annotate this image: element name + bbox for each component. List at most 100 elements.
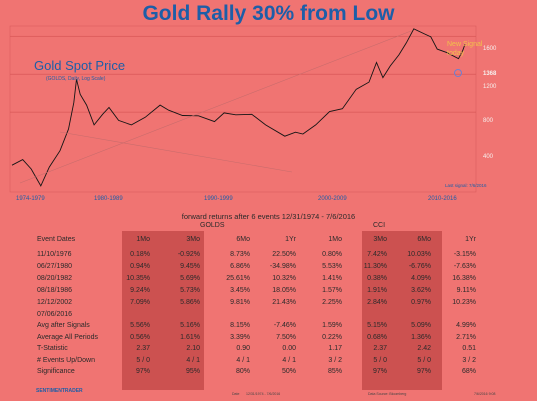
table-cell: 9.24% bbox=[130, 287, 150, 294]
table-cell: 9.11% bbox=[456, 287, 476, 294]
summary-cell: 3 / 2 bbox=[328, 356, 342, 364]
column-header: 1Mo bbox=[328, 236, 342, 243]
summary-cell: 0.22% bbox=[322, 333, 342, 341]
table-cell: -34.98% bbox=[269, 263, 296, 270]
summary-cell: 5.15% bbox=[367, 322, 387, 329]
table-cell: 9.45% bbox=[180, 263, 200, 270]
table-cell: 1.91% bbox=[367, 287, 387, 294]
summary-cell: 1.59% bbox=[322, 322, 342, 329]
summary-cell: 0.90 bbox=[236, 345, 250, 352]
summary-cell: 4 / 1 bbox=[186, 356, 200, 364]
table-cell: 1.57% bbox=[322, 287, 342, 294]
column-header: 6Mo bbox=[417, 236, 431, 243]
table-cell: 3.62% bbox=[411, 287, 431, 294]
y-tick-label: 1200 bbox=[483, 84, 497, 90]
footer-timestamp: 7/6/2016 9:08 bbox=[474, 392, 496, 396]
y-tick-label: 1368 bbox=[483, 71, 497, 77]
x-tick-label: 1980-1989 bbox=[94, 196, 123, 202]
x-tick-label: 2000-2009 bbox=[318, 196, 347, 202]
table-cell: 4.09% bbox=[411, 275, 431, 282]
table-cell: 08/20/1982 bbox=[37, 275, 73, 282]
y-tick-label: 1600 bbox=[483, 46, 497, 52]
table-cell: 11/10/1976 bbox=[37, 251, 72, 258]
table-cell: 7.42% bbox=[367, 251, 387, 258]
summary-cell: 2.71% bbox=[456, 333, 476, 341]
group-header-cci: CCI bbox=[373, 222, 386, 229]
table-cell: -7.63% bbox=[453, 263, 476, 270]
summary-cell: 0.51 bbox=[462, 345, 476, 352]
chart-title: Gold Spot Price bbox=[34, 58, 126, 73]
column-header: 1Yr bbox=[285, 236, 296, 243]
summary-cell: # Events Up/Down bbox=[37, 356, 95, 364]
new-signal-annotation: New Signal today bbox=[447, 41, 483, 57]
column-header: 6Mo bbox=[236, 236, 250, 243]
table-cell: 10.35% bbox=[126, 275, 150, 282]
table-cell: 25.61% bbox=[226, 275, 250, 282]
gold-price-chart bbox=[9, 25, 477, 193]
table-cell: 18.05% bbox=[272, 287, 296, 294]
last-signal-annotation: Last signal: 7/6/2016 bbox=[445, 183, 487, 188]
table-cell: 10.23% bbox=[452, 299, 476, 306]
table-cell: 0.94% bbox=[130, 263, 150, 270]
summary-cell: T-Statistic bbox=[37, 345, 68, 352]
table-cell: 7.09% bbox=[130, 299, 150, 306]
table-cell: 06/27/1980 bbox=[37, 263, 73, 270]
table-cell: 0.38% bbox=[367, 275, 387, 282]
summary-cell: 5.56% bbox=[130, 322, 150, 329]
summary-cell: 0.00 bbox=[282, 345, 296, 352]
summary-cell: 3.39% bbox=[230, 333, 250, 341]
highlight-band bbox=[362, 231, 442, 390]
table-cell: 1.41% bbox=[322, 275, 342, 282]
table-cell: 5.86% bbox=[180, 299, 200, 306]
summary-cell: Avg after Signals bbox=[37, 322, 90, 329]
table-cell: 2.84% bbox=[367, 299, 387, 306]
column-header: 1Yr bbox=[465, 236, 476, 243]
summary-cell: 80% bbox=[235, 368, 250, 375]
table-cell: 16.38% bbox=[452, 275, 476, 282]
plot-frame bbox=[9, 25, 477, 193]
summary-cell: 1.36% bbox=[411, 333, 431, 341]
table-cell: 08/18/1986 bbox=[37, 287, 73, 294]
x-tick-label: 1974-1979 bbox=[16, 196, 45, 202]
summary-cell: 1.17 bbox=[328, 345, 342, 352]
x-tick-label: 2010-2016 bbox=[428, 196, 457, 202]
trend-line-2 bbox=[59, 131, 293, 173]
gold-price-line bbox=[11, 28, 466, 187]
column-header: 3Mo bbox=[186, 236, 200, 243]
summary-cell: 5.16% bbox=[180, 322, 200, 329]
table-cell: 10.03% bbox=[407, 251, 431, 258]
summary-cell: -7.46% bbox=[273, 322, 296, 329]
log-gridlines bbox=[10, 35, 476, 113]
table-cell: 0.80% bbox=[322, 251, 342, 258]
summary-cell: Significance bbox=[37, 368, 75, 375]
table-cell: 6.86% bbox=[230, 263, 250, 270]
table-title: forward returns after 6 events 12/31/197… bbox=[181, 212, 356, 221]
summary-cell: 4.99% bbox=[456, 322, 476, 329]
summary-cell: 85% bbox=[327, 368, 342, 375]
table-cell: 3.45% bbox=[230, 287, 250, 294]
summary-cell: 97% bbox=[372, 368, 387, 375]
highlight-band bbox=[122, 231, 204, 390]
summary-cell: 2.42 bbox=[417, 345, 431, 352]
column-header: 1Mo bbox=[136, 236, 150, 243]
footer-date-range: 12/31/1974 - 7/6/2016 bbox=[246, 392, 281, 396]
column-header: Event Dates bbox=[37, 236, 76, 243]
new-signal-marker bbox=[454, 69, 462, 77]
summary-cell: 8.15% bbox=[230, 322, 250, 329]
x-tick-label: 1990-1999 bbox=[204, 196, 233, 202]
brand-logo: SENTIMENTRADER bbox=[36, 388, 83, 394]
summary-cell: 68% bbox=[461, 368, 476, 375]
column-header: 3Mo bbox=[373, 236, 387, 243]
footer-source: Data Source: Bloomberg bbox=[368, 392, 407, 396]
summary-cell: 4 / 1 bbox=[236, 356, 250, 364]
summary-cell: 5.09% bbox=[411, 322, 431, 329]
table-cell: 5.53% bbox=[322, 263, 342, 270]
summary-cell: 7.50% bbox=[276, 333, 296, 341]
summary-cell: Average All Periods bbox=[37, 333, 98, 341]
summary-cell: 50% bbox=[281, 368, 296, 375]
table-cell: 11.30% bbox=[363, 263, 387, 270]
table-cell: 5.73% bbox=[180, 287, 200, 294]
footer-date-label: Date bbox=[232, 392, 240, 396]
table-cell: 0.97% bbox=[411, 299, 431, 306]
table-cell: 5.69% bbox=[180, 275, 200, 282]
